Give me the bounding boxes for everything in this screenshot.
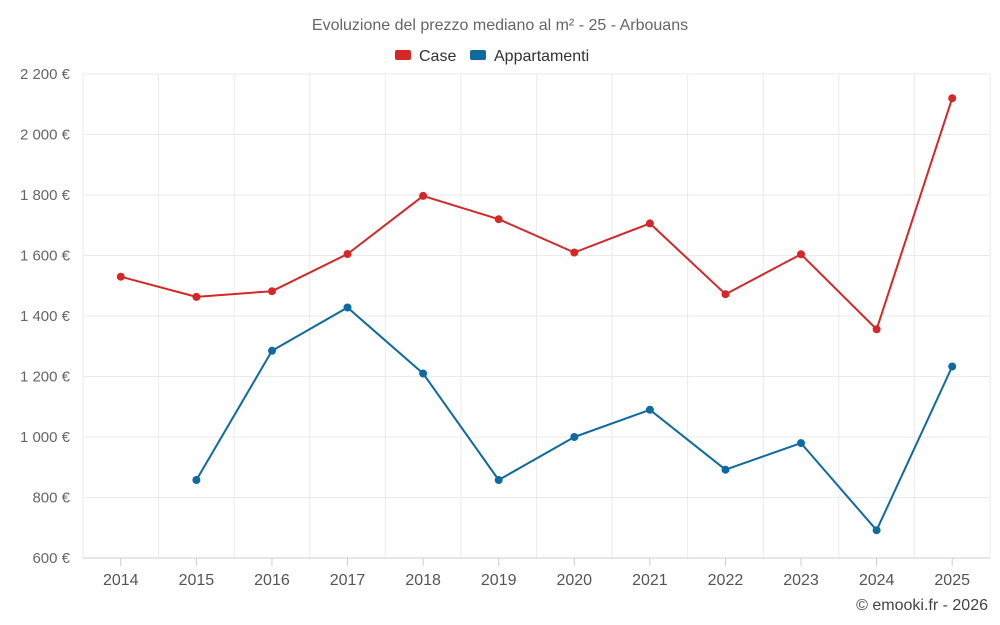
series-line-case [120,97,954,331]
x-tick-label: 2022 [708,572,744,589]
data-point-case-2015[interactable] [192,292,201,301]
data-point-case-2014[interactable] [116,272,125,281]
data-point-case-2022[interactable] [721,290,730,299]
y-axis: 600 € 800 € 1 000 € 1 200 € 1 400 € 1 600 € 1 … [20,66,71,567]
legend-label-appartamenti: Appartamenti [494,48,589,65]
legend-item-case[interactable]: Case [395,48,456,65]
legend-item-appartamenti[interactable]: Appartamenti [470,48,589,65]
y-tick-label: 1 400 € [20,308,71,325]
data-point-case-2023[interactable] [797,250,805,259]
data-point-appartamenti-2025[interactable] [948,362,957,371]
x-tick-label: 2016 [254,572,290,589]
data-point-case-2017[interactable] [343,250,352,258]
x-axis: 2014 2015 2016 2017 2018 2019 2020 2021 2022 2023… [83,557,990,589]
data-point-appartamenti-2021[interactable] [645,405,654,414]
chart-title: Evoluzione del prezzo mediano al m² - 25… [312,17,688,34]
data-point-appartamenti-2024[interactable] [872,526,881,535]
x-tick-label: 2024 [859,572,895,589]
data-point-case-2018[interactable] [419,191,428,200]
y-tick-label: 1 200 € [20,369,71,386]
data-point-appartamenti-2017[interactable] [343,303,352,312]
y-tick-label: 2 000 € [20,127,71,144]
data-point-case-2025[interactable] [948,94,957,103]
legend-label-case: Case [419,48,456,65]
y-tick-label: 800 € [32,490,70,507]
x-tick-label: 2015 [179,572,215,589]
x-tick-label: 2014 [103,572,139,589]
data-point-case-2021[interactable] [645,219,654,228]
series-layer [116,94,957,535]
legend: Case Appartamenti [395,48,589,65]
data-point-appartamenti-2018[interactable] [419,369,428,378]
y-tick-label: 600 € [32,550,70,567]
legend-swatch-appartamenti [470,50,486,60]
data-point-case-2019[interactable] [494,215,503,224]
y-tick-label: 1 800 € [20,187,71,204]
legend-swatch-case [395,50,411,60]
data-point-appartamenti-2023[interactable] [797,439,805,448]
data-point-appartamenti-2022[interactable] [721,465,730,474]
data-point-appartamenti-2020[interactable] [570,433,579,441]
grid [82,73,991,558]
x-tick-label: 2019 [481,572,517,589]
x-tick-label: 2017 [330,572,366,589]
series-case [116,94,957,334]
x-tick-label: 2018 [405,572,441,589]
data-point-appartamenti-2015[interactable] [192,476,201,484]
x-tick-label: 2021 [632,572,668,589]
x-tick-label: 2023 [783,572,819,589]
y-tick-label: 1 000 € [20,429,71,446]
data-point-case-2024[interactable] [872,325,881,334]
data-point-case-2020[interactable] [570,248,579,257]
x-tick-label: 2025 [934,572,970,589]
data-point-appartamenti-2016[interactable] [268,346,276,355]
data-point-appartamenti-2019[interactable] [494,476,503,484]
y-tick-label: 1 600 € [20,248,71,265]
y-tick-label: 2 200 € [20,66,71,83]
credit-text: © emooki.fr - 2026 [856,597,988,614]
x-tick-label: 2020 [556,572,592,589]
series-appartamenti [192,303,957,535]
data-point-case-2016[interactable] [268,287,276,296]
